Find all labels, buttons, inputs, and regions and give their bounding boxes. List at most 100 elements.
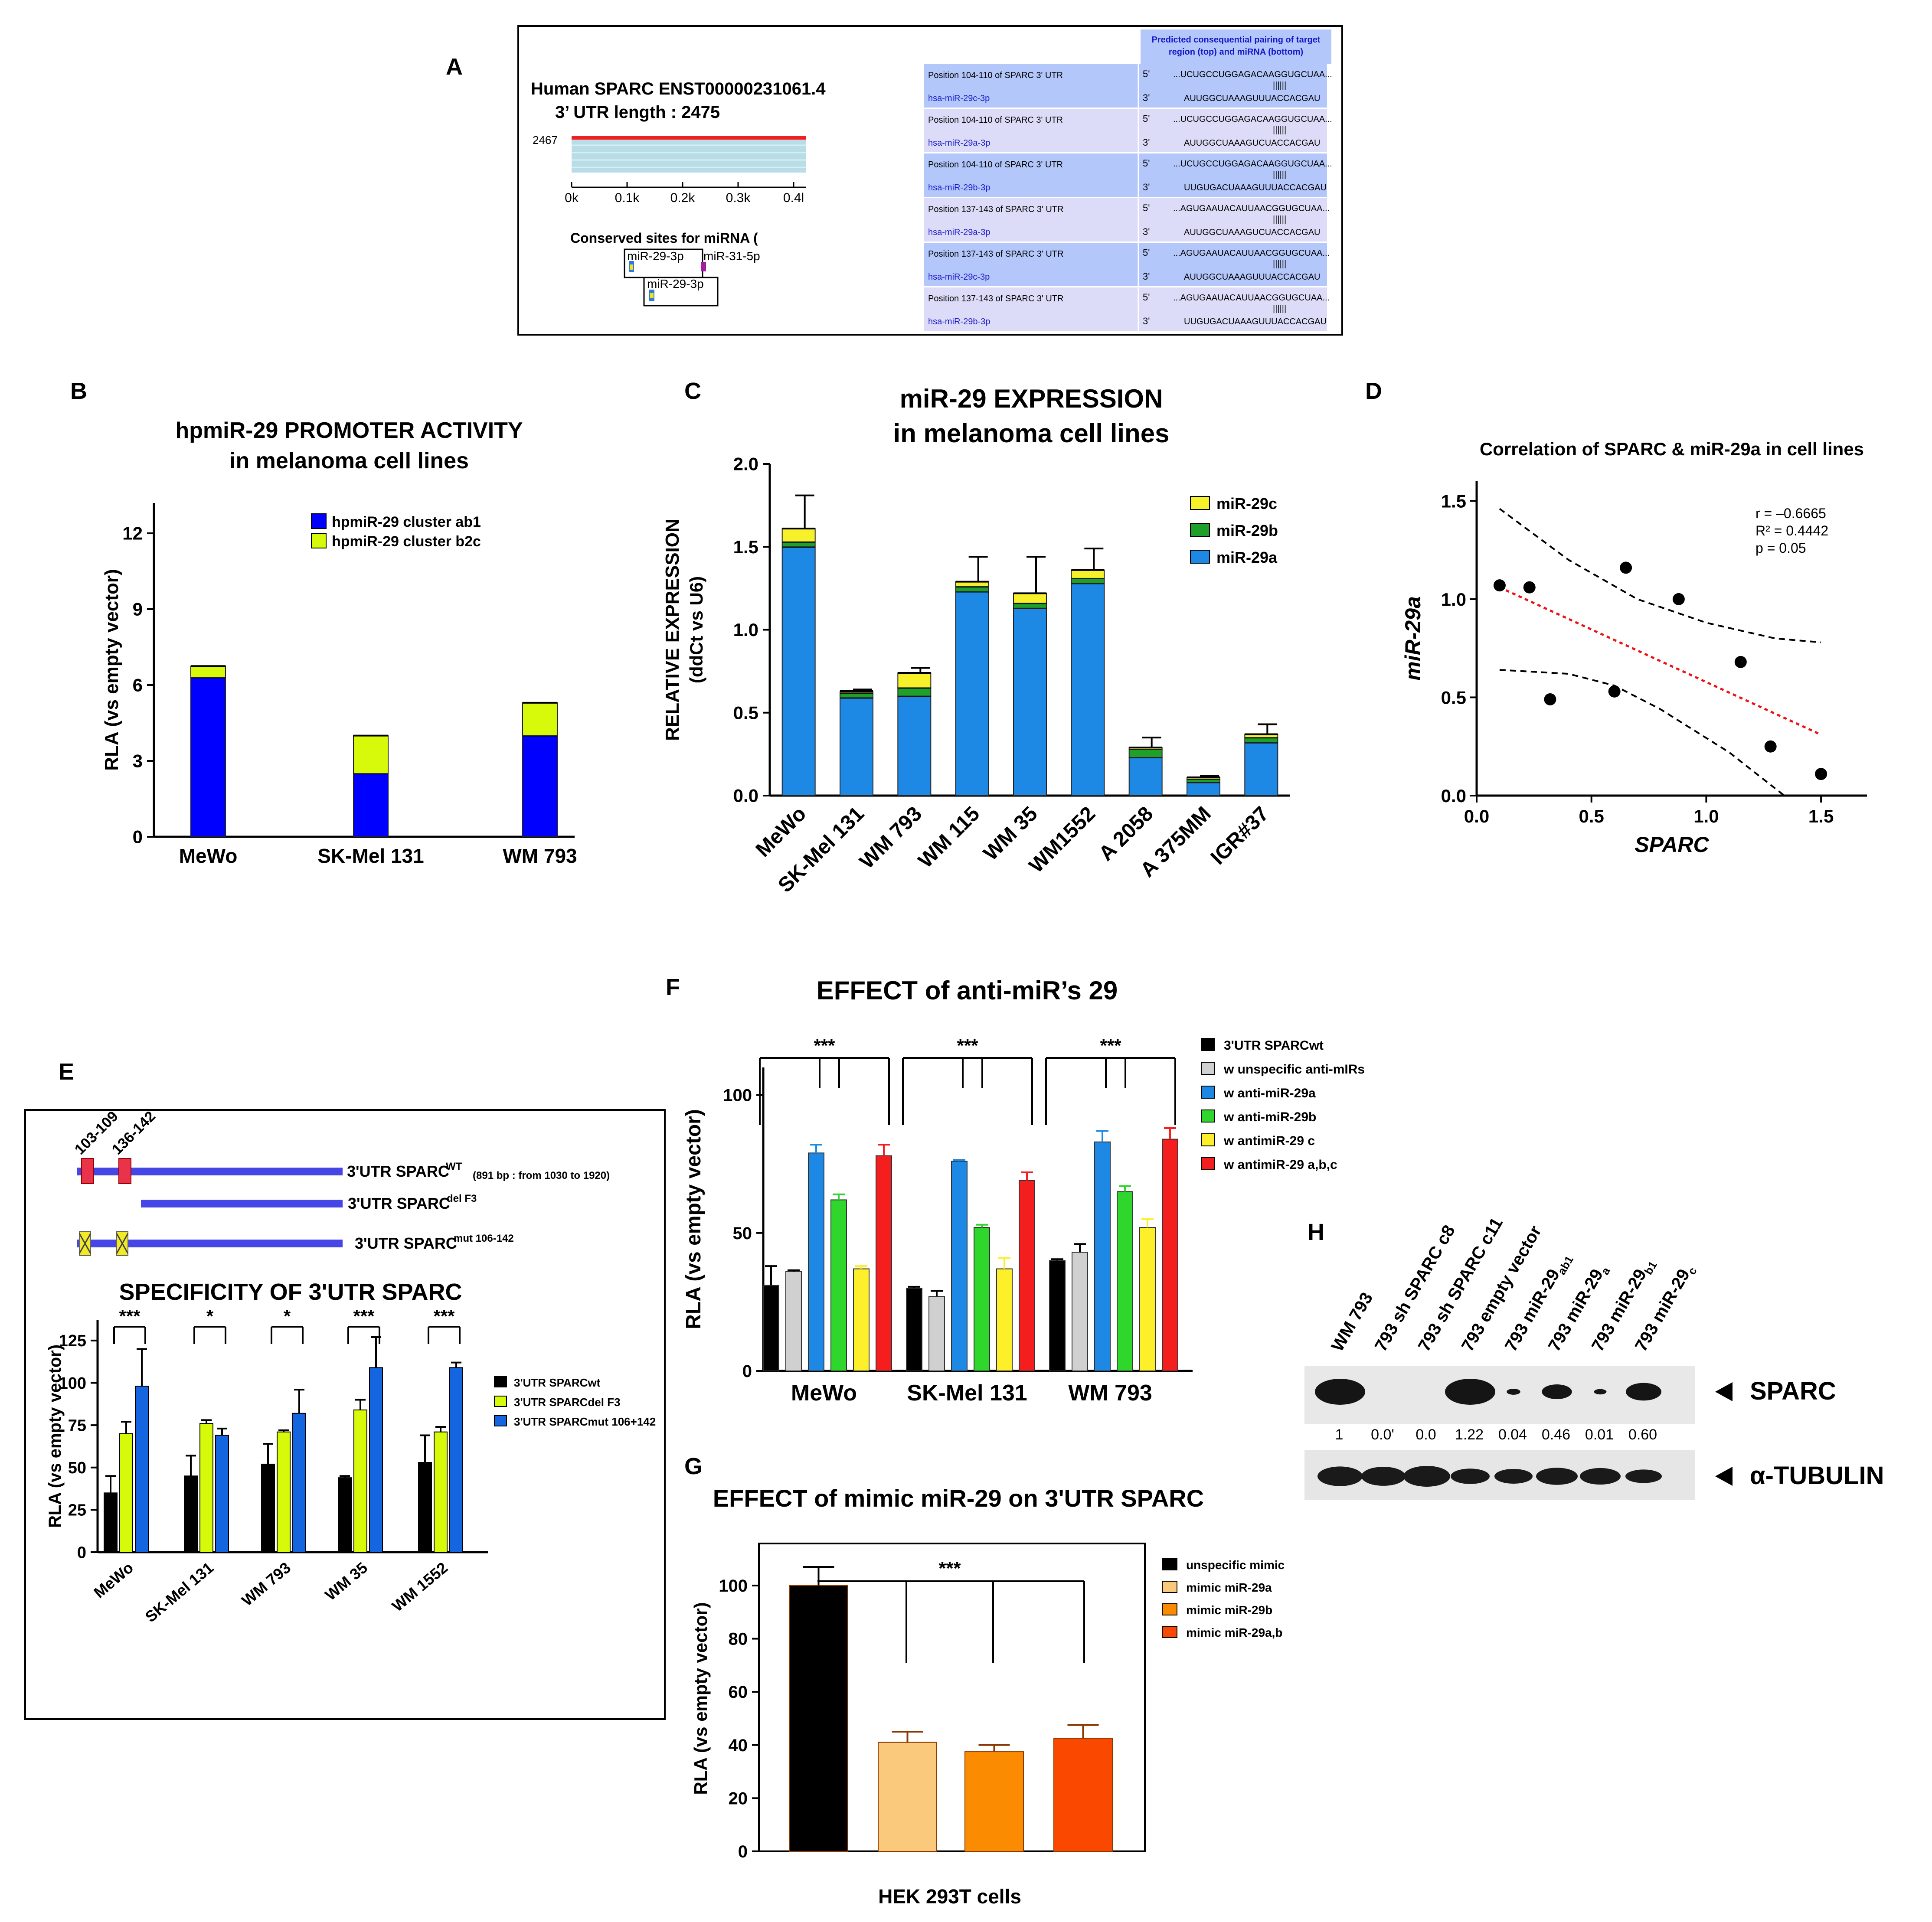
table-row (924, 109, 1327, 152)
y-tick-label: 100 (59, 1374, 86, 1393)
x-tick-label: WM 35 (321, 1559, 371, 1604)
bar-SK-Mel 131 (199, 1423, 213, 1553)
bar-IGR#37 (1244, 742, 1278, 796)
site-label: miR-29-3p (647, 277, 704, 290)
y-tick-label: 75 (68, 1416, 86, 1435)
bar-SK-Mel 131 (906, 1288, 922, 1371)
bar-WM 1552 (434, 1431, 448, 1553)
legend-swatch (1201, 1157, 1215, 1170)
mutation-cross (116, 1233, 129, 1254)
target-site (81, 1158, 94, 1184)
tubulin-band (1536, 1468, 1578, 1485)
row-5p: 5' (1143, 292, 1150, 303)
sparc-band (1542, 1384, 1572, 1400)
band-label-sparc: SPARC (1750, 1377, 1836, 1405)
bar-SK-Mel 131 (353, 735, 389, 774)
row-mirna-seq: AUUGGCUAAAGUUUACCACGAU (1184, 272, 1320, 282)
bar-SK-Mel 131 (951, 1161, 968, 1371)
row-target-seq: ...AGUGAAUACAUUAACGGUGCUAA... (1173, 204, 1330, 213)
significance: *** (353, 1306, 375, 1326)
bar-MeWo (119, 1433, 133, 1553)
legend-swatch (1162, 1603, 1177, 1615)
legend-label: 3'UTR SPARCwt (1224, 1038, 1324, 1053)
construct-note: (891 bp : from 1030 to 1920) (473, 1170, 610, 1181)
bar-WM1552 (1071, 583, 1105, 796)
panel-a: Human SPARC ENST00000231061.4 3’ UTR leng… (517, 25, 1343, 336)
x-tick-label: WM 793 (503, 845, 577, 867)
bar-WM 793 (1139, 1227, 1156, 1371)
scale-label: 0.3k (726, 191, 751, 205)
scale-label: 0.4l (783, 191, 804, 205)
significance: * (206, 1306, 214, 1326)
bar-WM 793 (897, 687, 932, 697)
legend-label: w anti-miR-29a (1223, 1086, 1316, 1100)
row-mirna-seq: AUUGGCUAAAGUUUACCACGAU (1184, 94, 1320, 103)
bar-SK-Mel 131 (215, 1435, 229, 1553)
sparc-band (1626, 1383, 1661, 1401)
y-tick-label: 1.5 (733, 537, 758, 557)
lane-label: 793 sh SPARC c8 (1371, 1222, 1459, 1354)
row-target-seq: ...UCUGCCUGGAGACAAGGUGCUAA... (1173, 114, 1332, 124)
scatter-point (1815, 768, 1827, 780)
legend-swatch (1201, 1133, 1215, 1146)
bar-WM 793 (1117, 1191, 1133, 1371)
bar-A 375MM (1187, 782, 1220, 796)
bar-WM 793 (1162, 1139, 1178, 1372)
quantification: 0.0 (1415, 1426, 1436, 1443)
row-mirna-seq: AUUGGCUAAAGUCUACCACGAU (1184, 228, 1320, 237)
bar-MeWo (808, 1152, 824, 1371)
significance: *** (957, 1035, 978, 1056)
y-axis-label: RLA (vs empty vector) (101, 569, 122, 770)
bar-SK-Mel 131 (1019, 1180, 1035, 1372)
table-row (924, 243, 1327, 286)
sparc-band (1507, 1389, 1520, 1395)
arrow-sparc (1715, 1382, 1733, 1401)
bar-WM 35 (1013, 593, 1047, 604)
y-tick-label: 1.0 (1441, 589, 1466, 610)
quantification: 1.22 (1455, 1426, 1484, 1443)
site-box (643, 277, 719, 307)
y-tick-label: 40 (729, 1736, 748, 1755)
mutation-cross (78, 1233, 92, 1254)
chart-title: Correlation of SPARC & miR-29a in cell l… (1480, 439, 1864, 459)
y-tick-label: 6 (133, 675, 143, 695)
bar-WM 793 (1072, 1252, 1088, 1371)
bar-SK-Mel 131 (974, 1227, 990, 1371)
band-label-tubulin: α-TUBULIN (1750, 1462, 1884, 1490)
y-tick-label: 9 (133, 599, 143, 620)
legend-swatch (1190, 496, 1210, 510)
ci-lower (1499, 669, 1785, 796)
scale-label: 0.1k (615, 191, 640, 205)
x-tick-label: MeWo (90, 1559, 137, 1602)
y-tick-label: 1.5 (1441, 491, 1466, 511)
legend-label: w antimiR-29 a,b,c (1223, 1158, 1337, 1172)
row-position: Position 137-143 of SPARC 3' UTR (928, 294, 1063, 303)
legend-swatch (1190, 523, 1210, 537)
panel-e-frame (24, 1109, 666, 1720)
panel-letters: A B C D E F G H (59, 54, 1382, 1479)
significance: *** (119, 1306, 141, 1326)
table-header-bg (1141, 29, 1331, 64)
significance: *** (814, 1035, 835, 1056)
construct-sup: del F3 (447, 1193, 477, 1204)
legend-swatch (494, 1396, 507, 1407)
legend-swatch (1162, 1558, 1177, 1570)
bar-SK-Mel 131 (840, 697, 873, 796)
row-3p: 3' (1143, 271, 1150, 282)
bar-mimic miR-29a,b (1053, 1738, 1113, 1852)
y-tick-label: 0.5 (733, 702, 758, 723)
bar-MeWo (781, 546, 816, 796)
scatter-point (1523, 581, 1536, 594)
chart-b: hpmiR-29 PROMOTER ACTIVITY in melanoma ce… (101, 418, 577, 867)
x-axis-label: SPARC (1635, 832, 1709, 857)
bar-WM 1552 (449, 1367, 463, 1553)
row-position: Position 104-110 of SPARC 3' UTR (928, 71, 1063, 80)
legend-swatch (1201, 1109, 1215, 1123)
legend-label: 3'UTR SPARCmut 106+142 (514, 1415, 656, 1428)
row-target-seq: ...AGUGAAUACAUUAACGGUGCUAA... (1173, 293, 1330, 303)
site-mark-yellow (650, 293, 654, 298)
row-mirna: hsa-miR-29c-3p (928, 94, 990, 103)
row-mirna-seq: UUGUGACUAAAGUUUACCACGAU (1184, 317, 1327, 326)
construct-label: 3'UTR SPARC (347, 1162, 449, 1180)
